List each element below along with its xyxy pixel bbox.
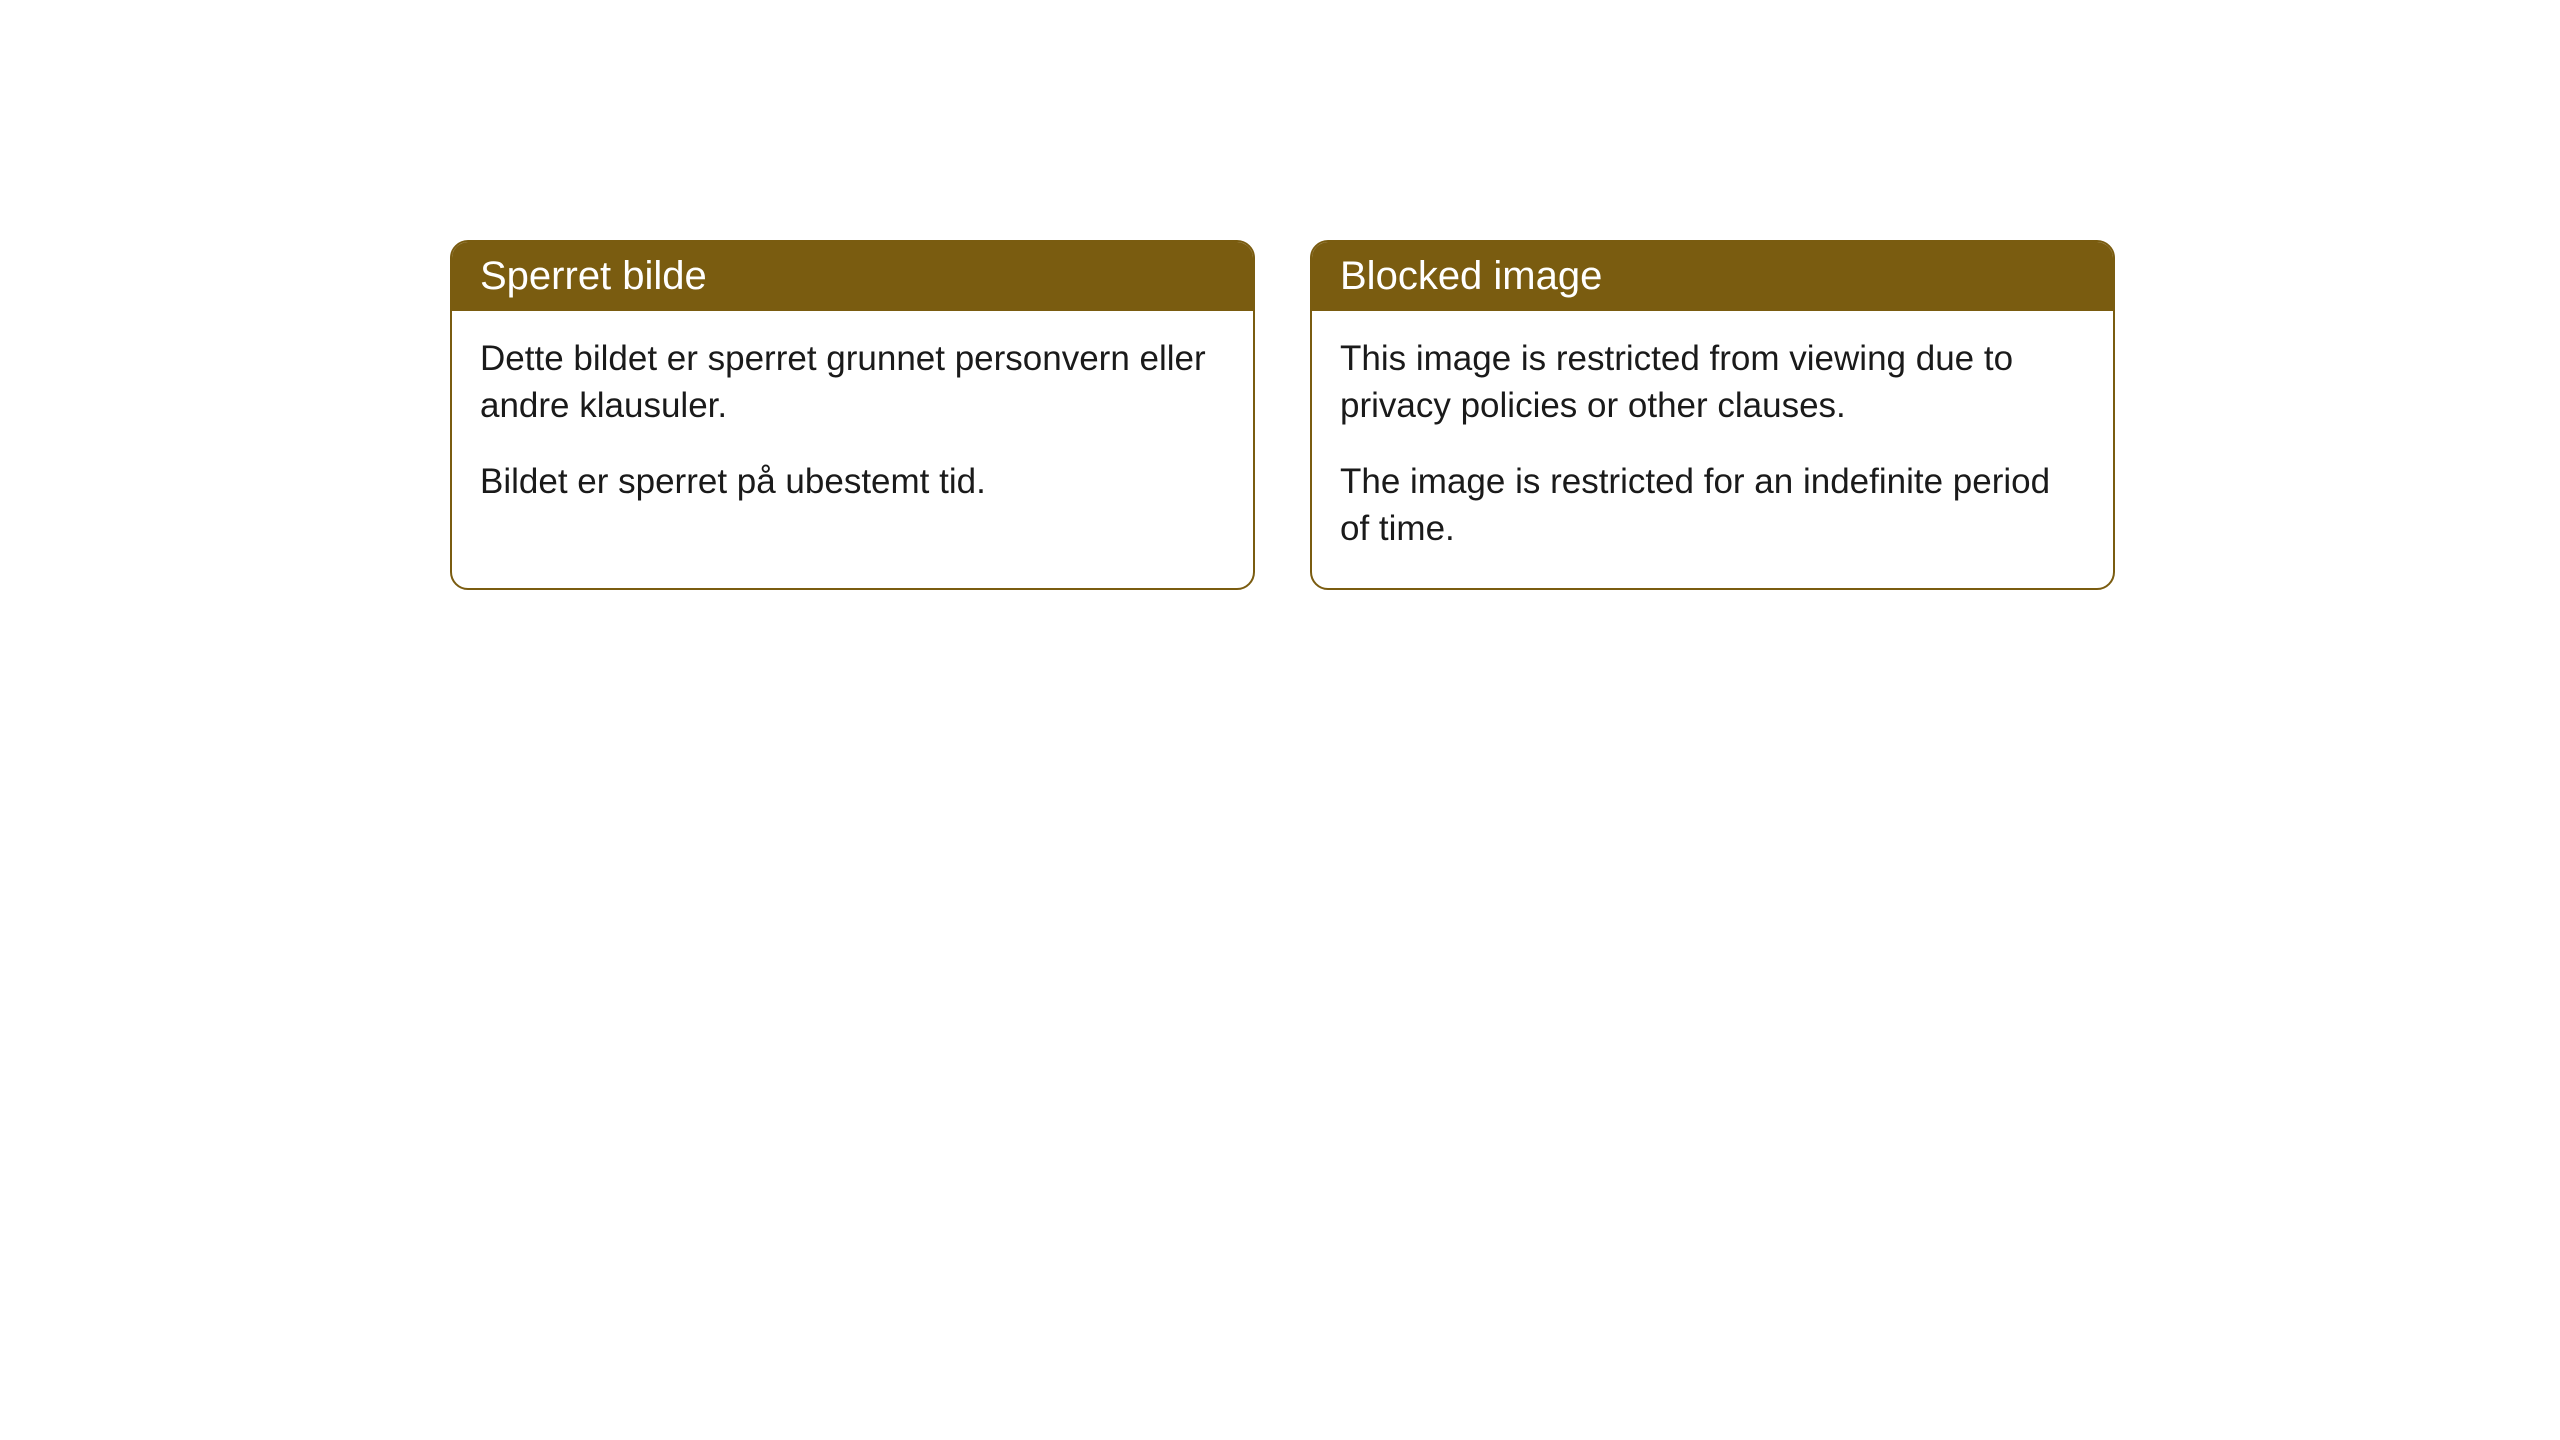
card-title-no: Sperret bilde: [480, 254, 707, 298]
card-title-en: Blocked image: [1340, 254, 1602, 298]
card-para2-en: The image is restricted for an indefinit…: [1340, 458, 2085, 553]
card-header-en: Blocked image: [1312, 242, 2113, 311]
card-body-en: This image is restricted from viewing du…: [1312, 311, 2113, 588]
notice-cards-container: Sperret bilde Dette bildet er sperret gr…: [450, 240, 2115, 590]
blocked-image-card-en: Blocked image This image is restricted f…: [1310, 240, 2115, 590]
blocked-image-card-no: Sperret bilde Dette bildet er sperret gr…: [450, 240, 1255, 590]
card-para2-no: Bildet er sperret på ubestemt tid.: [480, 458, 1225, 505]
card-para1-no: Dette bildet er sperret grunnet personve…: [480, 335, 1225, 430]
card-body-no: Dette bildet er sperret grunnet personve…: [452, 311, 1253, 541]
card-header-no: Sperret bilde: [452, 242, 1253, 311]
card-para1-en: This image is restricted from viewing du…: [1340, 335, 2085, 430]
